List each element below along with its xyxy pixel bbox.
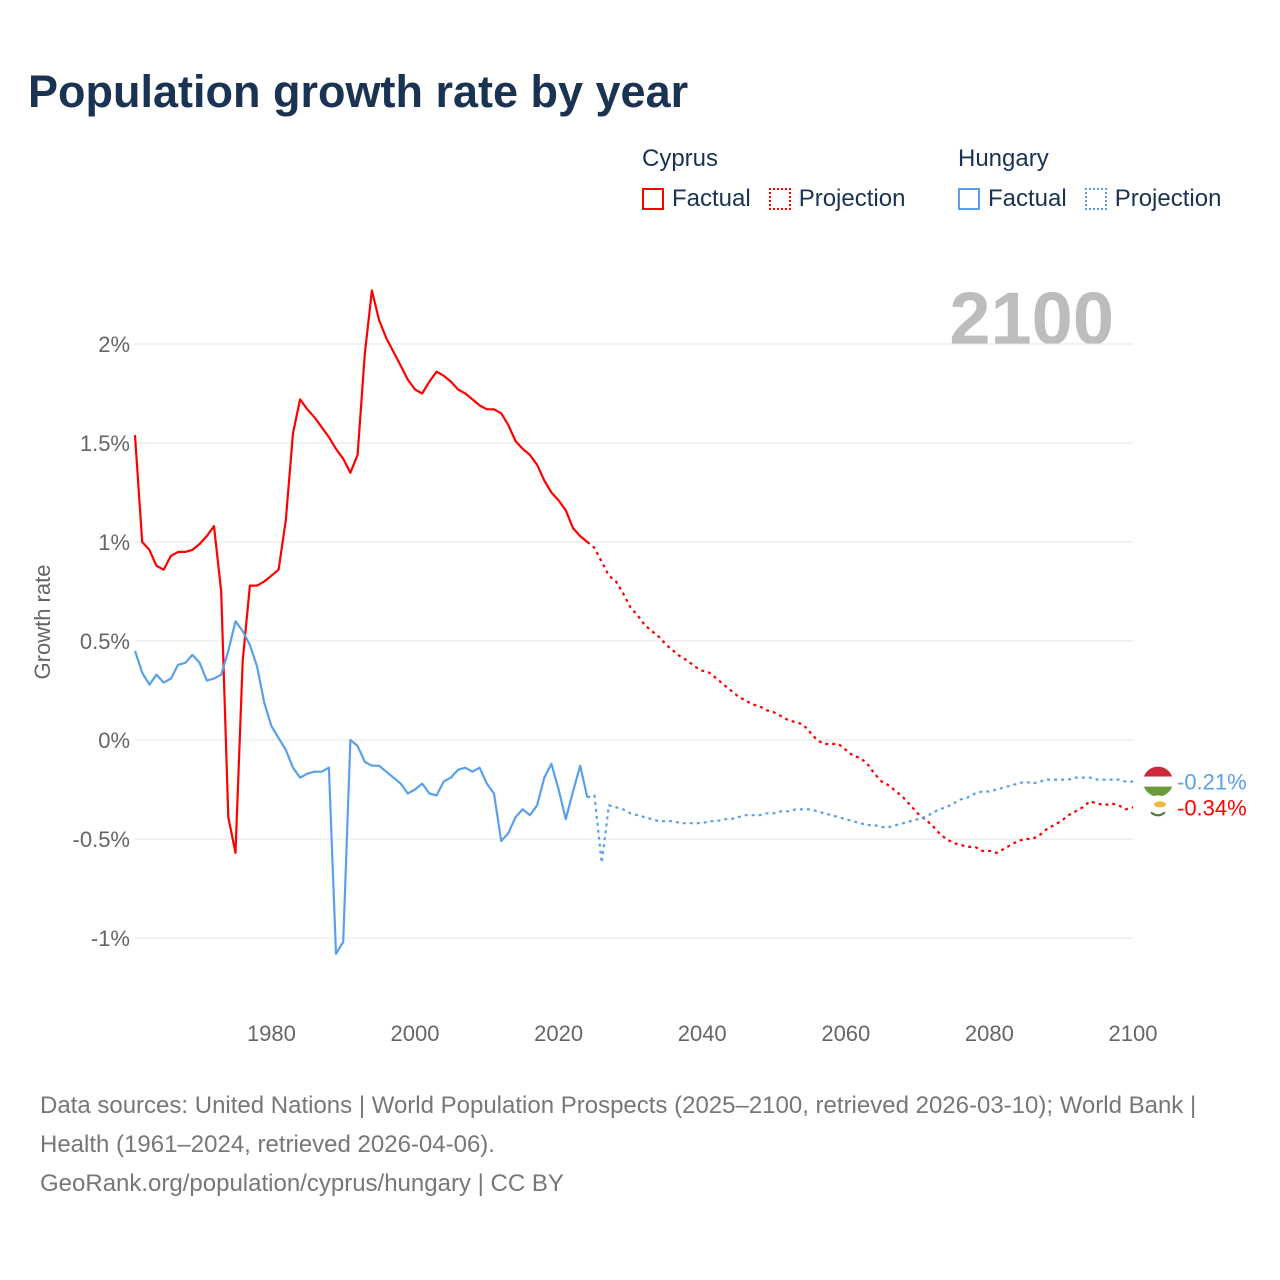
legend-hungary: Hungary Factual Projection xyxy=(958,145,1221,213)
legend-label: Projection xyxy=(798,185,906,212)
legend-swatch xyxy=(768,188,791,210)
hungary-flag-icon xyxy=(1143,766,1173,797)
legend-swatch xyxy=(1084,188,1107,210)
x-tick-labels: 1980 2000 2020 2040 2060 2080 2100 xyxy=(247,1021,1158,1046)
gridlines xyxy=(135,343,1133,939)
cyprus-projection-line xyxy=(586,541,1134,854)
y-tick-label: -1% xyxy=(91,926,130,951)
x-tick-label: 2040 xyxy=(678,1021,727,1046)
x-tick-label: 2000 xyxy=(391,1021,440,1046)
x-tick-label: 2100 xyxy=(1109,1021,1158,1046)
source-link[interactable]: GeoRank.org/population/cyprus/hungary | … xyxy=(40,1170,564,1197)
legend-hungary-projection[interactable]: Projection xyxy=(1084,185,1222,213)
end-markers: -0.21%-0.34% xyxy=(1143,766,1247,820)
legend-group-name: Cyprus xyxy=(642,145,719,172)
cyprus-end-label: -0.34% xyxy=(1177,795,1247,820)
data-sources: Data sources: United Nations | World Pop… xyxy=(40,1092,1197,1158)
footer: Data sources: United Nations | World Pop… xyxy=(40,1086,1240,1203)
y-tick-label: 1% xyxy=(98,530,130,555)
series-lines xyxy=(133,289,1134,955)
legend-swatch xyxy=(958,188,980,210)
legend-label: Projection xyxy=(1114,185,1222,212)
cyprus-factual-line xyxy=(133,289,589,854)
current-year-label: 2100 xyxy=(949,277,1114,360)
cyprus-flag-icon xyxy=(1146,795,1170,820)
legend-label: Factual xyxy=(672,185,751,212)
hungary-factual-line xyxy=(133,620,589,955)
legend-hungary-factual[interactable]: Factual xyxy=(958,185,1067,213)
hungary-projection-line xyxy=(587,776,1133,864)
y-tick-label: 2% xyxy=(98,332,130,357)
legend-group-name: Hungary xyxy=(958,145,1049,172)
y-tick-label: 0% xyxy=(98,728,130,753)
x-tick-label: 2020 xyxy=(534,1021,583,1046)
y-tick-labels: -1% -0.5% 0% 0.5% 1% 1.5% 2% xyxy=(73,332,130,951)
legend-cyprus-projection[interactable]: Projection xyxy=(768,185,906,213)
chart-title: Population growth rate by year xyxy=(28,66,689,117)
legend-cyprus-factual[interactable]: Factual xyxy=(642,185,751,213)
y-tick-label: 1.5% xyxy=(80,431,130,456)
legend-swatch xyxy=(642,188,664,210)
y-tick-label: 0.5% xyxy=(80,629,130,654)
x-tick-label: 1980 xyxy=(247,1021,296,1046)
x-tick-label: 2060 xyxy=(821,1021,870,1046)
x-tick-label: 2080 xyxy=(965,1021,1014,1046)
hungary-end-label: -0.21% xyxy=(1177,770,1247,795)
y-tick-label: -0.5% xyxy=(73,827,130,852)
legend-label: Factual xyxy=(988,185,1067,212)
legend-cyprus: Cyprus Factual Projection xyxy=(642,145,905,213)
